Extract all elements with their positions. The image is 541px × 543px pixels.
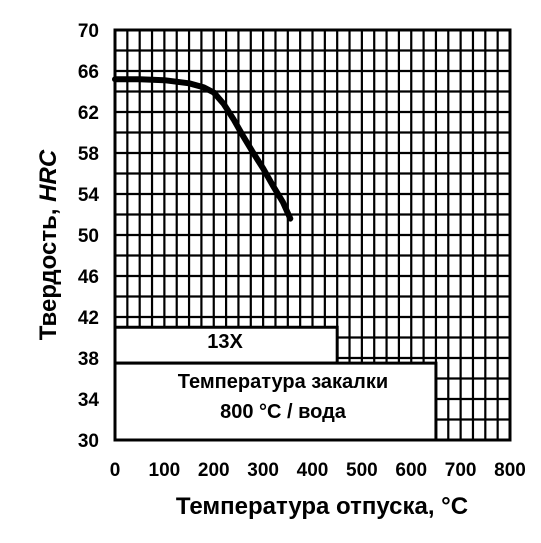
x-tick-label: 200 [198, 460, 230, 481]
x-tick-label: 500 [346, 460, 378, 481]
quench-label-box [113, 361, 438, 442]
y-tick-label: 70 [78, 21, 99, 42]
y-tick-label: 66 [78, 62, 99, 83]
y-tick-label: 38 [78, 349, 99, 370]
series-line-13x [112, 76, 294, 222]
x-tick-label: 600 [395, 460, 427, 481]
x-tick-label: 300 [247, 460, 279, 481]
y-axis-title: Твердость, HRC [35, 149, 62, 340]
y-tick-label: 58 [78, 144, 99, 165]
y-tick-label: 30 [78, 431, 99, 452]
y-tick-label: 42 [78, 308, 99, 329]
x-axis-ticks: 0 100 200 300 400 500 600 700 800 [110, 460, 526, 481]
x-axis-title: Температура отпуска, °C [176, 493, 468, 520]
x-tick-label: 700 [445, 460, 477, 481]
plot-frame [113, 28, 512, 442]
steel-grade-label: 13X [207, 331, 243, 353]
y-tick-label: 62 [78, 103, 99, 124]
x-tick-label: 0 [110, 460, 121, 481]
y-tick-label: 34 [78, 390, 100, 411]
x-tick-label: 400 [297, 460, 329, 481]
y-axis-title-unit: HRC [35, 149, 62, 202]
quench-temperature-label: Температура закалки [178, 371, 388, 393]
y-axis-title-text: Твердость, [35, 202, 62, 340]
x-tick-label: 100 [149, 460, 181, 481]
quench-medium-label: 800 °C / вода [220, 401, 347, 423]
y-tick-label: 46 [78, 267, 99, 288]
y-tick-label: 50 [78, 226, 99, 247]
x-tick-label: 800 [494, 460, 526, 481]
y-axis-ticks: 70 66 62 58 54 50 46 42 38 34 30 [78, 21, 100, 452]
y-tick-label: 54 [78, 185, 100, 206]
